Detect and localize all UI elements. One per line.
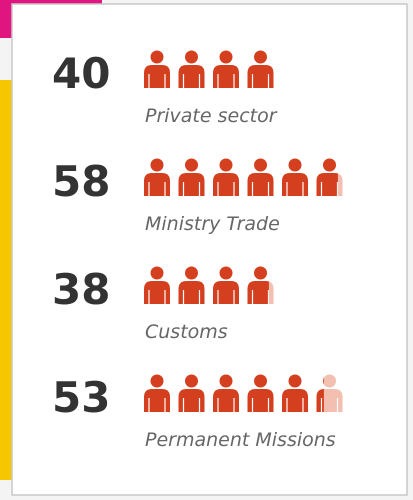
person-icon: [247, 50, 274, 88]
person-icon: [144, 50, 170, 88]
person-icon: [144, 266, 170, 304]
value-label: 40: [52, 49, 110, 98]
rows: 40 Private sector 58 Ministry Trade 38 Custom…: [52, 49, 343, 451]
category-label: Customs: [145, 321, 228, 343]
person-icon: [247, 158, 274, 196]
person-icon: [178, 50, 205, 88]
person-icon: [213, 374, 239, 412]
value-label: 38: [52, 265, 110, 314]
person-icon: [178, 158, 205, 196]
person-icon: [213, 158, 239, 196]
person-icon: [282, 158, 308, 196]
person-icon: [144, 374, 170, 412]
person-icon: [178, 266, 205, 304]
value-label: 58: [52, 157, 110, 206]
category-label: Private sector: [145, 105, 278, 127]
person-icon: [282, 374, 308, 412]
person-icon: [247, 266, 274, 304]
person-icon: [213, 50, 239, 88]
category-label: Ministry Trade: [145, 213, 280, 235]
person-icon: [316, 374, 343, 412]
value-label: 53: [52, 373, 110, 422]
person-icon: [178, 374, 205, 412]
person-icon: [144, 158, 170, 196]
person-icon: [247, 374, 274, 412]
panel: [11, 3, 408, 496]
person-icon: [316, 158, 343, 196]
person-icon: [213, 266, 239, 304]
category-label: Permanent Missions: [145, 429, 336, 451]
background-strip: [0, 80, 12, 480]
